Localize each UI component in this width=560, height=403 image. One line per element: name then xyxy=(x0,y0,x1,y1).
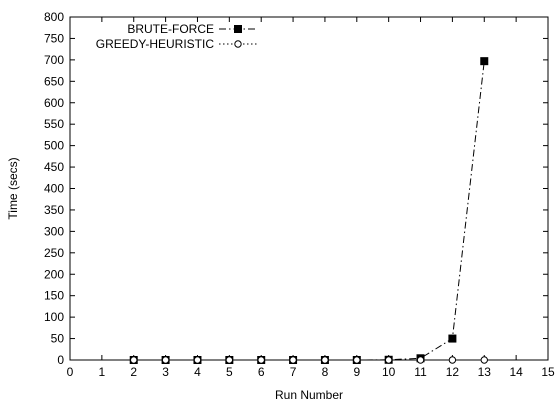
x-tick-label: 4 xyxy=(194,365,201,379)
data-point xyxy=(353,356,361,364)
data-point xyxy=(130,356,138,364)
legend-entry: GREEDY-HEURISTIC xyxy=(96,37,258,51)
legend-label: BRUTE-FORCE xyxy=(127,22,214,36)
y-tick-label: 150 xyxy=(44,289,64,303)
data-point xyxy=(193,356,202,364)
data-point xyxy=(289,356,297,364)
x-axis-title: Run Number xyxy=(275,388,343,402)
tick-labels: 0 1 2 3 4 5 6 7 8 9 10 11 12 13 14 15050100150200250300… xyxy=(44,10,555,379)
y-tick-label: 100 xyxy=(44,310,64,324)
y-tick-label: 550 xyxy=(44,117,64,131)
x-tick-label: 6 xyxy=(258,365,265,379)
series-line xyxy=(133,61,485,361)
legend-marker xyxy=(234,25,242,33)
y-tick-label: 350 xyxy=(44,203,64,217)
y-tick-label: 800 xyxy=(44,10,64,24)
legend-entry: BRUTE-FORCE xyxy=(127,22,258,36)
x-tick-label: 10 xyxy=(382,365,396,379)
data-point xyxy=(257,356,265,364)
x-tick-label: 15 xyxy=(541,365,555,379)
x-tick-label: 2 xyxy=(130,365,137,379)
y-tick-label: 650 xyxy=(44,74,64,88)
x-tick-label: 1 xyxy=(99,365,106,379)
data-point xyxy=(416,356,425,364)
data-point xyxy=(384,356,393,364)
y-tick-label: 700 xyxy=(44,53,64,67)
tick-marks xyxy=(69,16,549,361)
data-point xyxy=(480,57,489,66)
y-tick-label: 600 xyxy=(44,96,64,110)
data-point xyxy=(321,356,329,364)
x-tick-label: 8 xyxy=(322,365,329,379)
plot-frame xyxy=(69,16,549,361)
x-tick-label: 0 xyxy=(67,365,74,379)
x-tick-label: 12 xyxy=(446,365,460,379)
x-tick-label: 11 xyxy=(414,365,427,379)
x-tick-label: 9 xyxy=(353,365,360,379)
x-tick-label: 7 xyxy=(290,365,297,379)
legend-label: GREEDY-HEURISTIC xyxy=(96,37,215,51)
y-tick-label: 0 xyxy=(57,353,64,367)
axes xyxy=(69,16,549,361)
legend-marker xyxy=(234,40,242,48)
series-brute-force xyxy=(129,57,489,364)
y-tick-label: 400 xyxy=(44,182,64,196)
series-group xyxy=(129,57,489,364)
y-tick-label: 300 xyxy=(44,224,64,238)
x-tick-label: 13 xyxy=(478,365,492,379)
y-axis-title: Time (secs) xyxy=(6,157,20,219)
data-point xyxy=(161,356,170,364)
data-point xyxy=(448,356,457,364)
x-tick-label: 3 xyxy=(162,365,169,379)
data-point xyxy=(480,356,488,364)
y-tick-label: 50 xyxy=(51,332,65,346)
data-point xyxy=(225,356,234,364)
y-tick-label: 200 xyxy=(44,267,64,281)
series-greedy-heuristic xyxy=(130,356,488,364)
y-tick-label: 750 xyxy=(44,31,64,45)
y-tick-label: 250 xyxy=(44,246,64,260)
y-tick-label: 450 xyxy=(44,160,64,174)
y-tick-label: 500 xyxy=(44,139,64,153)
x-tick-label: 14 xyxy=(509,365,523,379)
x-tick-label: 5 xyxy=(226,365,233,379)
data-point xyxy=(448,334,457,343)
